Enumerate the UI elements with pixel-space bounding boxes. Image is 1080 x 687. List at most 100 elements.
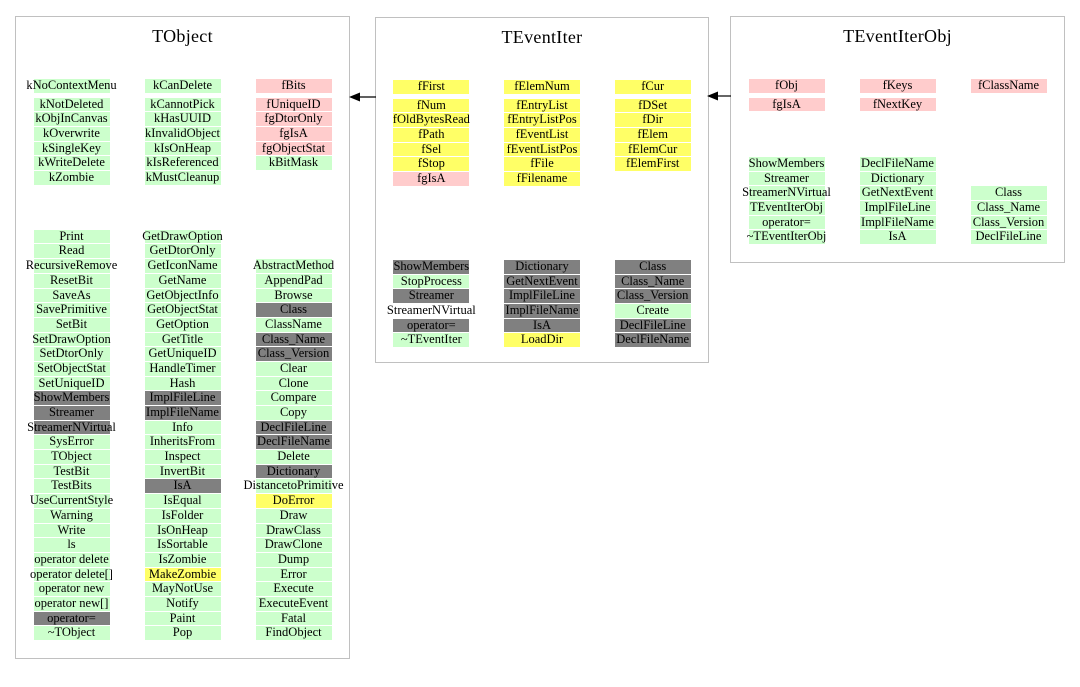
- member-method[interactable]: DeclFileLine: [614, 318, 691, 333]
- member-method[interactable]: SetUniqueID: [33, 376, 110, 391]
- member-attribute[interactable]: kIsReferenced: [144, 155, 221, 171]
- member-attribute[interactable]: fgObjectStat: [255, 141, 332, 156]
- member-attribute[interactable]: fObj: [748, 78, 825, 93]
- member-attribute[interactable]: fNextKey: [859, 97, 936, 112]
- member-method[interactable]: operator new[]: [33, 595, 110, 611]
- member-attribute[interactable]: kZombie: [33, 170, 110, 185]
- member-method[interactable]: Info: [144, 420, 221, 435]
- member-method[interactable]: Dictionary: [255, 464, 332, 479]
- member-method[interactable]: Pop: [144, 626, 221, 640]
- member-method[interactable]: ImplFileName: [144, 405, 221, 420]
- member-method[interactable]: Class: [614, 259, 691, 274]
- member-attribute[interactable]: fSel: [393, 142, 470, 157]
- member-attribute[interactable]: fBits: [255, 78, 332, 93]
- member-method[interactable]: ~TObject: [33, 626, 110, 640]
- class-title-teventiterobj[interactable]: TEventIterObj: [843, 26, 952, 46]
- member-method[interactable]: Inspect: [144, 449, 221, 464]
- member-attribute[interactable]: fUniqueID: [255, 97, 332, 112]
- member-attribute[interactable]: fgIsA: [255, 126, 332, 141]
- member-method[interactable]: SysError: [33, 435, 110, 450]
- member-method[interactable]: TObject: [33, 449, 110, 464]
- member-method[interactable]: Write: [33, 523, 110, 538]
- class-title-teventiter[interactable]: TEventIter: [501, 27, 583, 47]
- member-method[interactable]: RecursiveRemove: [25, 258, 118, 273]
- member-method[interactable]: InheritsFrom: [144, 435, 221, 450]
- member-method[interactable]: Read: [33, 244, 110, 259]
- member-method[interactable]: GetIconName: [144, 258, 221, 273]
- member-method[interactable]: DistancetoPrimitive: [243, 478, 344, 494]
- member-method[interactable]: DoError: [255, 493, 332, 508]
- member-method[interactable]: IsA: [144, 479, 221, 494]
- member-method[interactable]: Streamer: [393, 289, 470, 303]
- member-method[interactable]: LoadDir: [504, 333, 580, 347]
- member-method[interactable]: DeclFileLine: [255, 420, 332, 435]
- member-method[interactable]: Class_Version: [255, 347, 332, 361]
- member-attribute[interactable]: fgIsA: [393, 171, 470, 186]
- member-method[interactable]: AbstractMethod: [252, 258, 335, 273]
- member-method[interactable]: ShowMembers: [33, 390, 110, 405]
- member-method[interactable]: DeclFileLine: [970, 230, 1047, 244]
- member-attribute[interactable]: kWriteDelete: [33, 156, 110, 171]
- member-method[interactable]: MayNotUse: [144, 582, 221, 596]
- member-attribute[interactable]: fElemFirst: [614, 157, 691, 172]
- member-method[interactable]: operator=: [393, 318, 470, 333]
- member-method[interactable]: GetName: [144, 273, 221, 288]
- member-attribute[interactable]: kInvalidObject: [144, 126, 221, 141]
- member-method[interactable]: Error: [255, 567, 332, 582]
- member-method[interactable]: IsZombie: [144, 552, 221, 567]
- member-method[interactable]: Hash: [144, 376, 221, 391]
- member-method[interactable]: SetObjectStat: [33, 361, 110, 376]
- member-attribute[interactable]: fElemCur: [614, 142, 691, 157]
- member-attribute[interactable]: kCannotPick: [144, 97, 221, 112]
- member-method[interactable]: Print: [33, 229, 110, 244]
- member-method[interactable]: GetTitle: [144, 332, 221, 347]
- member-method[interactable]: GetObjectStat: [144, 302, 221, 317]
- member-attribute[interactable]: fStop: [393, 157, 470, 172]
- member-method[interactable]: operator delete[]: [30, 566, 113, 582]
- member-method[interactable]: IsFolder: [144, 508, 221, 523]
- member-method[interactable]: SetDtorOnly: [33, 347, 110, 361]
- member-method[interactable]: StreamerNVirtual: [742, 185, 831, 200]
- member-method[interactable]: StreamerNVirtual: [27, 419, 116, 435]
- member-method[interactable]: DrawClone: [255, 537, 332, 552]
- member-attribute[interactable]: kCanDelete: [144, 78, 221, 93]
- member-method[interactable]: operator new: [33, 582, 110, 596]
- member-method[interactable]: operator delete: [33, 551, 110, 567]
- member-attribute[interactable]: fDir: [614, 113, 691, 128]
- member-method[interactable]: TEventIterObj: [748, 199, 825, 215]
- member-method[interactable]: Class_Name: [614, 274, 691, 289]
- member-method[interactable]: GetDrawOption: [142, 228, 223, 244]
- member-method[interactable]: DeclFileName: [614, 332, 691, 347]
- member-method[interactable]: Paint: [144, 611, 221, 626]
- member-method[interactable]: Dictionary: [504, 259, 580, 274]
- member-method[interactable]: GetOption: [144, 317, 221, 332]
- member-method[interactable]: IsSortable: [144, 537, 221, 552]
- member-method[interactable]: ~TEventIter: [393, 333, 470, 347]
- member-method[interactable]: Notify: [144, 596, 221, 611]
- member-method[interactable]: ImplFileLine: [504, 289, 580, 303]
- member-attribute[interactable]: kIsOnHeap: [144, 141, 221, 156]
- member-method[interactable]: GetDtorOnly: [144, 244, 221, 259]
- member-attribute[interactable]: kHasUUID: [144, 112, 221, 127]
- member-method[interactable]: Clear: [255, 361, 332, 376]
- member-method[interactable]: IsEqual: [144, 493, 221, 508]
- member-method[interactable]: Warning: [33, 508, 110, 523]
- member-method[interactable]: TestBit: [33, 464, 110, 479]
- member-attribute[interactable]: fNum: [393, 98, 470, 113]
- member-attribute[interactable]: fCur: [614, 79, 691, 94]
- member-method[interactable]: ImplFileLine: [859, 200, 936, 215]
- member-method[interactable]: Class_Version: [970, 215, 1047, 230]
- member-method[interactable]: ExecuteEvent: [255, 596, 332, 611]
- member-method[interactable]: Class_Name: [970, 200, 1047, 215]
- member-method[interactable]: StreamerNVirtual: [386, 302, 476, 317]
- member-method[interactable]: SetDrawOption: [32, 331, 111, 347]
- member-method[interactable]: DeclFileName: [859, 155, 936, 171]
- member-attribute[interactable]: kOverwrite: [33, 126, 110, 141]
- member-method[interactable]: ImplFileName: [859, 214, 936, 230]
- member-method[interactable]: ImplFileName: [504, 302, 580, 318]
- member-attribute[interactable]: fElemNum: [504, 79, 580, 94]
- member-attribute[interactable]: kNotDeleted: [33, 97, 110, 112]
- member-method[interactable]: HandleTimer: [144, 361, 221, 376]
- member-attribute[interactable]: fgIsA: [748, 97, 825, 112]
- member-method[interactable]: UseCurrentStyle: [29, 493, 114, 508]
